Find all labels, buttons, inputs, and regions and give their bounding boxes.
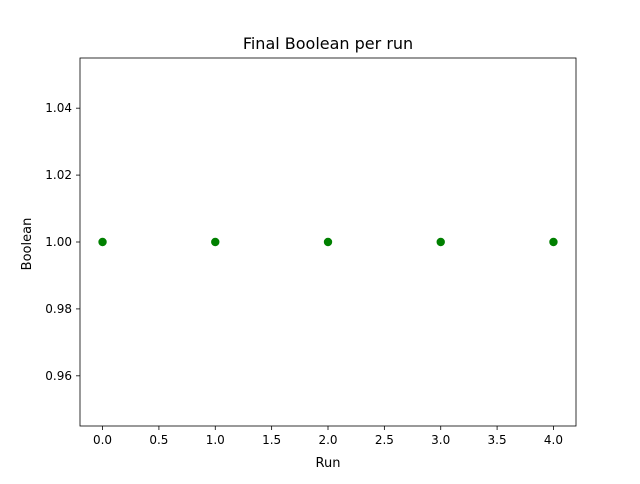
x-tick-label: 4.0 <box>544 433 563 447</box>
data-point <box>98 237 107 247</box>
y-tick-label: 0.98 <box>45 302 72 316</box>
y-tick-label: 1.00 <box>45 235 72 249</box>
chart-title: Final Boolean per run <box>243 34 413 53</box>
y-axis-label: Boolean <box>20 218 35 271</box>
axes-frame <box>79 57 577 427</box>
x-axis-label: Run <box>316 456 341 471</box>
plot-area: 0.0 0.5 1.0 1.5 2.0 2.5 3.0 3.5 4.0 0.96 0.98 1.00 1… <box>45 57 577 447</box>
data-point <box>549 237 558 247</box>
x-tick-label: 3.0 <box>431 433 450 447</box>
data-point <box>323 237 333 247</box>
x-tick-label: 1.5 <box>262 433 281 447</box>
y-tick-label: 0.96 <box>45 369 72 383</box>
data-point <box>436 237 445 247</box>
y-tick-label: 1.04 <box>45 101 72 115</box>
x-tick-label: 3.5 <box>488 433 507 447</box>
x-tick-label: 1.0 <box>206 433 225 447</box>
x-tick-label: 0.5 <box>149 433 168 447</box>
y-tick-label: 1.02 <box>45 168 72 182</box>
x-tick-label: 2.5 <box>375 433 394 447</box>
x-tick-label: 0.0 <box>93 433 112 447</box>
data-point <box>211 237 220 247</box>
x-tick-label: 2.0 <box>318 433 337 447</box>
